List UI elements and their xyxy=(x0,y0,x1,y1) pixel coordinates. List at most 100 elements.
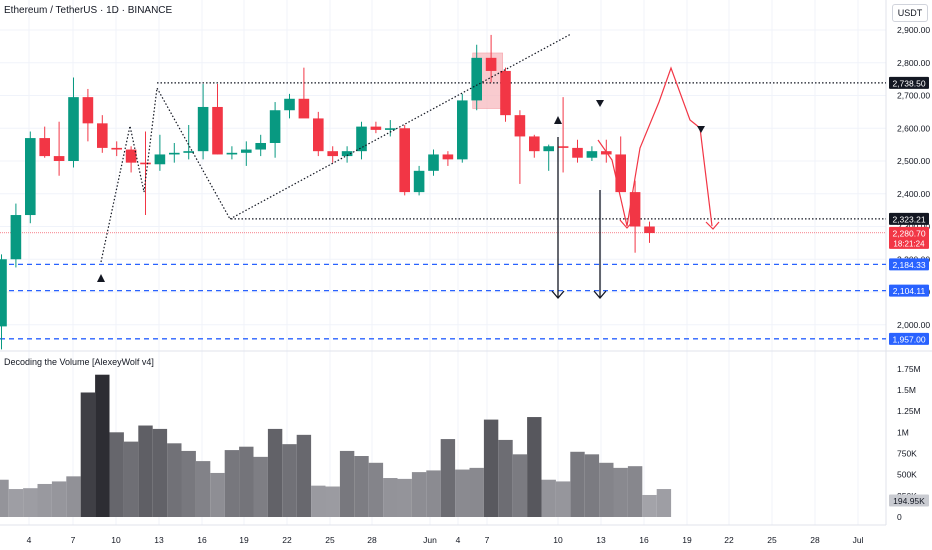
countdown-label: 18:21:24 xyxy=(893,239,925,248)
candle-body xyxy=(0,259,7,327)
candle-body xyxy=(500,70,511,116)
volume-bar xyxy=(138,425,153,517)
level-label-bg xyxy=(889,332,929,345)
volume-bar xyxy=(296,434,312,517)
volume-bar xyxy=(627,466,643,517)
time-tick-label: 25 xyxy=(767,535,777,545)
time-tick-label: 4 xyxy=(456,535,461,545)
candle-body xyxy=(140,162,151,165)
candle-body xyxy=(154,154,166,165)
current-price-bg xyxy=(889,226,929,249)
candle-body xyxy=(529,136,540,152)
symbol-title[interactable]: Ethereum / TetherUS · 1D · BINANCE xyxy=(4,5,173,16)
candle-body xyxy=(25,138,36,216)
time-tick-label: 10 xyxy=(553,535,563,545)
time-axis[interactable]: 4 7 10 13 16 19 22 25 28 Jun 4 7 10 13 16 19 22 25 28 Jul xyxy=(27,535,864,545)
volume-bar xyxy=(483,419,499,517)
level-label-bg xyxy=(889,76,929,89)
candle-body xyxy=(644,226,655,234)
time-tick-label: 16 xyxy=(639,535,649,545)
price-tick-label: 2,800.00 xyxy=(897,58,930,68)
volume-bar xyxy=(642,494,657,517)
candle-body xyxy=(442,154,454,160)
candle-body xyxy=(53,156,65,161)
candle-body xyxy=(370,126,382,130)
drawings xyxy=(97,33,720,299)
time-tick-label: 22 xyxy=(724,535,734,545)
currency-button[interactable]: USDT xyxy=(892,4,928,22)
volume-bar xyxy=(354,456,369,517)
time-tick-label: 13 xyxy=(154,535,164,545)
volume-bar xyxy=(123,441,139,517)
volume-bar xyxy=(599,462,614,517)
volume-tick-label: 1.25M xyxy=(897,406,921,416)
volume-bar xyxy=(0,479,9,517)
volume-current-label: 194.95K xyxy=(893,496,925,506)
volume-bar xyxy=(210,472,225,517)
level-label-bg xyxy=(889,284,929,297)
volume-bar xyxy=(555,481,571,517)
volume-bar xyxy=(267,428,283,517)
volume-bar xyxy=(239,446,254,517)
volume-bar xyxy=(584,454,600,517)
candle-body xyxy=(10,215,22,260)
volume-bar xyxy=(51,481,67,517)
volume-tick-label: 1.75M xyxy=(897,364,921,374)
candle-body xyxy=(169,152,180,155)
volume-bar xyxy=(167,443,182,517)
candle-body xyxy=(298,98,310,119)
volume-bar xyxy=(440,439,456,517)
volume-bar xyxy=(224,450,240,517)
time-tick-label: Jun xyxy=(423,535,437,545)
volume-bar xyxy=(66,476,81,517)
volume-tick-label: 500K xyxy=(897,470,917,480)
time-tick-label: 7 xyxy=(71,535,76,545)
time-tick-label: 10 xyxy=(111,535,121,545)
volume-tick-label: 1M xyxy=(897,427,909,437)
candle-body xyxy=(111,147,122,150)
price-tick-label: 2,300.00 xyxy=(897,222,930,232)
candle-body xyxy=(39,138,50,157)
volume-tick-label: 1.5M xyxy=(897,385,916,395)
candle-body xyxy=(212,106,223,155)
price-tick-label: 2,000.00 xyxy=(897,320,930,330)
price-tick-label: 2,900.00 xyxy=(897,25,930,35)
level-label-bg xyxy=(889,258,929,271)
candle-body xyxy=(68,97,79,161)
volume-bar xyxy=(512,454,528,517)
candle-body xyxy=(183,151,194,153)
projection-path xyxy=(597,66,713,227)
candle-body xyxy=(557,146,569,148)
time-tick-label: 28 xyxy=(810,535,820,545)
candle-body xyxy=(485,57,497,71)
price-tick-label: 2,600.00 xyxy=(897,123,930,133)
candle-body xyxy=(255,142,266,150)
down-triangle-marker xyxy=(697,126,705,133)
candle-body xyxy=(615,154,626,193)
volume-bar xyxy=(656,489,672,517)
time-tick-label: 28 xyxy=(367,535,377,545)
indicator-title[interactable]: Decoding the Volume [AlexeyWolf v4] xyxy=(4,357,154,367)
volume-bar xyxy=(397,478,412,517)
current-price-label: 2,280.70 xyxy=(892,228,925,238)
price-axis[interactable]: 2,900.00 2,800.00 2,700.00 2,600.00 2,500.00… xyxy=(889,25,930,345)
volume-bar xyxy=(195,461,211,517)
volume-tick-label: 0 xyxy=(897,512,902,522)
volume-bar xyxy=(109,432,124,517)
time-tick-label: 7 xyxy=(485,535,490,545)
candle-body xyxy=(284,98,295,111)
volume-bar xyxy=(411,472,427,517)
dotted-zigzag xyxy=(100,86,231,263)
volume-bar xyxy=(339,450,355,517)
volume-bar xyxy=(80,392,96,517)
volume-bar xyxy=(325,486,340,517)
volume-bar xyxy=(469,467,484,517)
down-triangle-marker xyxy=(596,100,604,107)
volume-bar xyxy=(383,478,398,517)
candle-body xyxy=(97,123,108,148)
price-tick-label: 2,400.00 xyxy=(897,189,930,199)
projection-arrowhead xyxy=(619,219,635,229)
candle-body xyxy=(385,128,396,130)
